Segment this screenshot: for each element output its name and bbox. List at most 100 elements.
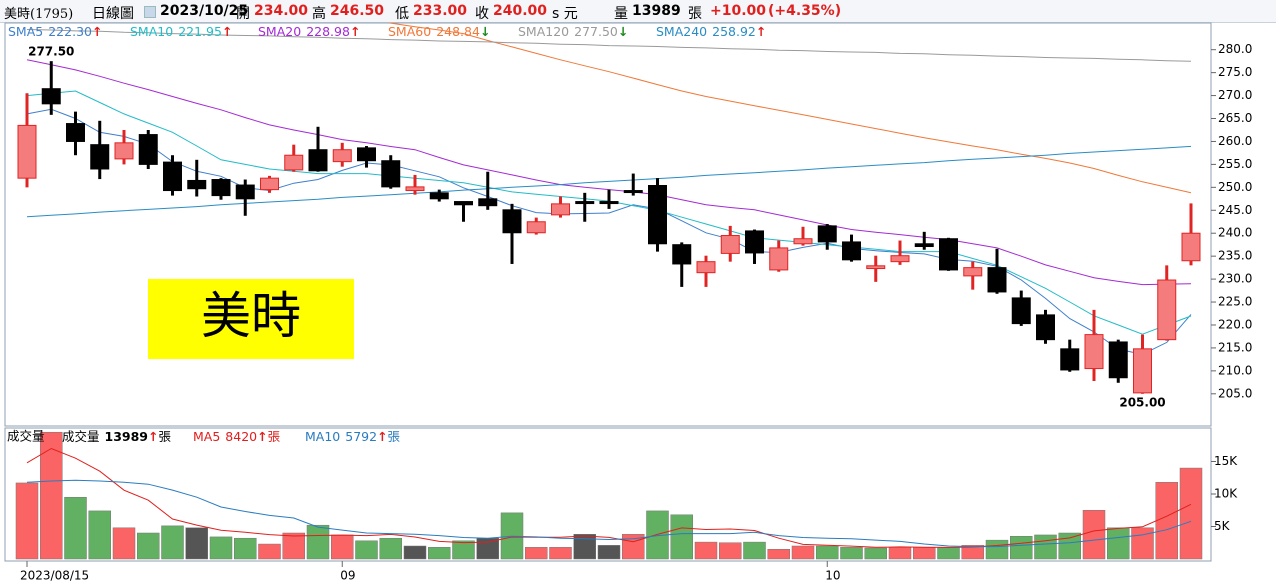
volume-bar (428, 547, 451, 560)
legend-value: 8420 (225, 429, 257, 444)
volume-bar (258, 543, 281, 560)
legend-arrow: ↑ (756, 24, 766, 39)
volume-bar (1058, 532, 1081, 560)
legend-value: 13989 (105, 429, 149, 444)
candle-body (381, 160, 401, 188)
legend-entry: SMA60 248.84↓ (388, 24, 490, 39)
volume-bar (88, 510, 111, 560)
candle-body (260, 177, 279, 191)
chart-kind: 日線圖 (92, 6, 134, 22)
volume-bar (379, 537, 402, 560)
legend-value: 277.50 (574, 24, 618, 39)
volume-bar (331, 534, 354, 560)
candle-body (745, 230, 764, 254)
legend-entry: MA10 5792↑張 (305, 429, 401, 444)
change: +10.00 (710, 3, 767, 19)
volume-bar (355, 540, 378, 560)
volume-bar (1010, 535, 1033, 560)
candle-body (720, 235, 740, 254)
y-tick-label: 235.0 (1218, 249, 1252, 263)
volume-bar (743, 541, 766, 560)
candle-body (914, 243, 934, 248)
candle-body (429, 192, 449, 200)
candle-body (187, 179, 207, 190)
legend-value: 228.98 (306, 24, 350, 39)
legend-unit: 張 (268, 429, 281, 444)
y-tick-label: 265.0 (1218, 111, 1252, 125)
volume-bar (573, 534, 596, 560)
volume-bar (985, 539, 1009, 560)
volume-value: 13989 (632, 3, 681, 19)
y-tick-label: 215.0 (1218, 340, 1252, 354)
candle-body (1011, 297, 1031, 325)
legend-name: SMA20 (258, 24, 301, 39)
volume-bar (864, 547, 887, 560)
candle-body (939, 238, 958, 271)
ma-line (26, 59, 1192, 286)
candle-body (211, 179, 231, 197)
low-annotation: 205.00 (1119, 395, 1165, 409)
y-tick-label: 255.0 (1218, 157, 1252, 171)
x-tick-label: 09 (340, 569, 355, 583)
candle-body (235, 184, 255, 200)
volume-bar (185, 527, 208, 560)
legend-entry: MA5 8420↑張 (193, 429, 281, 444)
candle-body (672, 244, 692, 265)
y-tick-label: 210.0 (1218, 363, 1252, 377)
legend-arrow: ↑ (350, 24, 360, 39)
candle-body (308, 149, 328, 172)
volume-bar (452, 540, 475, 560)
ma-line (386, 23, 1192, 194)
ma-line (26, 479, 1192, 548)
volume-bar (1179, 467, 1203, 560)
legend-name: SMA60 (388, 24, 431, 39)
candle-body (1157, 279, 1177, 341)
legend-value: 221.95 (178, 24, 222, 39)
candle-body (66, 123, 85, 142)
legend-unit: 張 (388, 429, 401, 444)
candle-body (866, 265, 886, 270)
y-tick-label: 260.0 (1218, 134, 1252, 148)
candle-body (1060, 348, 1080, 371)
header-bar: 美時(1795) 日線圖 2023/10/25 開 234.00 高 246.5… (0, 0, 1276, 23)
watermark: 美時 (201, 287, 301, 345)
low-value: 233.00 (413, 3, 468, 19)
legend-entry: SMA20 228.98↑ (258, 24, 360, 39)
y-tick-label: 245.0 (1218, 203, 1252, 217)
y-tick-label: 240.0 (1218, 226, 1252, 240)
candle-body (90, 144, 110, 170)
high-value: 246.50 (330, 3, 385, 19)
candle-body (114, 142, 134, 160)
x-tick-label: 2023/08/15 (20, 569, 89, 583)
volume-bar (525, 547, 548, 560)
change-pct: (+4.35%) (768, 3, 842, 19)
legend-entry: SMA5 222.30↑ (8, 24, 102, 39)
candle-body (1036, 314, 1055, 341)
y-tick-label: 5K (1214, 519, 1231, 533)
volume-bar (476, 537, 499, 560)
close-value: 240.00 (493, 3, 548, 19)
volume-label: 量 (614, 6, 628, 22)
open-label: 開 (236, 6, 250, 22)
legend-arrow: ↑ (377, 429, 387, 444)
volume-bar (112, 527, 136, 560)
legend-value: 222.30 (48, 24, 92, 39)
open-value: 234.00 (254, 3, 309, 19)
volume-bar (597, 545, 621, 560)
volume-bar (306, 524, 330, 560)
icon (144, 6, 156, 18)
legend-arrow: ↓ (618, 24, 628, 39)
candle-body (163, 161, 182, 192)
volume-bar (767, 548, 790, 560)
ma-line (26, 29, 1192, 62)
y-tick-label: 280.0 (1218, 42, 1252, 56)
legend-entry: 成交量 13989↑張 (62, 429, 172, 444)
volume-bar (40, 431, 63, 560)
volume-bar (403, 545, 427, 560)
legend-value: 5792 (345, 429, 377, 444)
volume-bar (670, 514, 693, 560)
y-tick-label: 15K (1214, 454, 1238, 468)
price-panel (4, 22, 1212, 427)
